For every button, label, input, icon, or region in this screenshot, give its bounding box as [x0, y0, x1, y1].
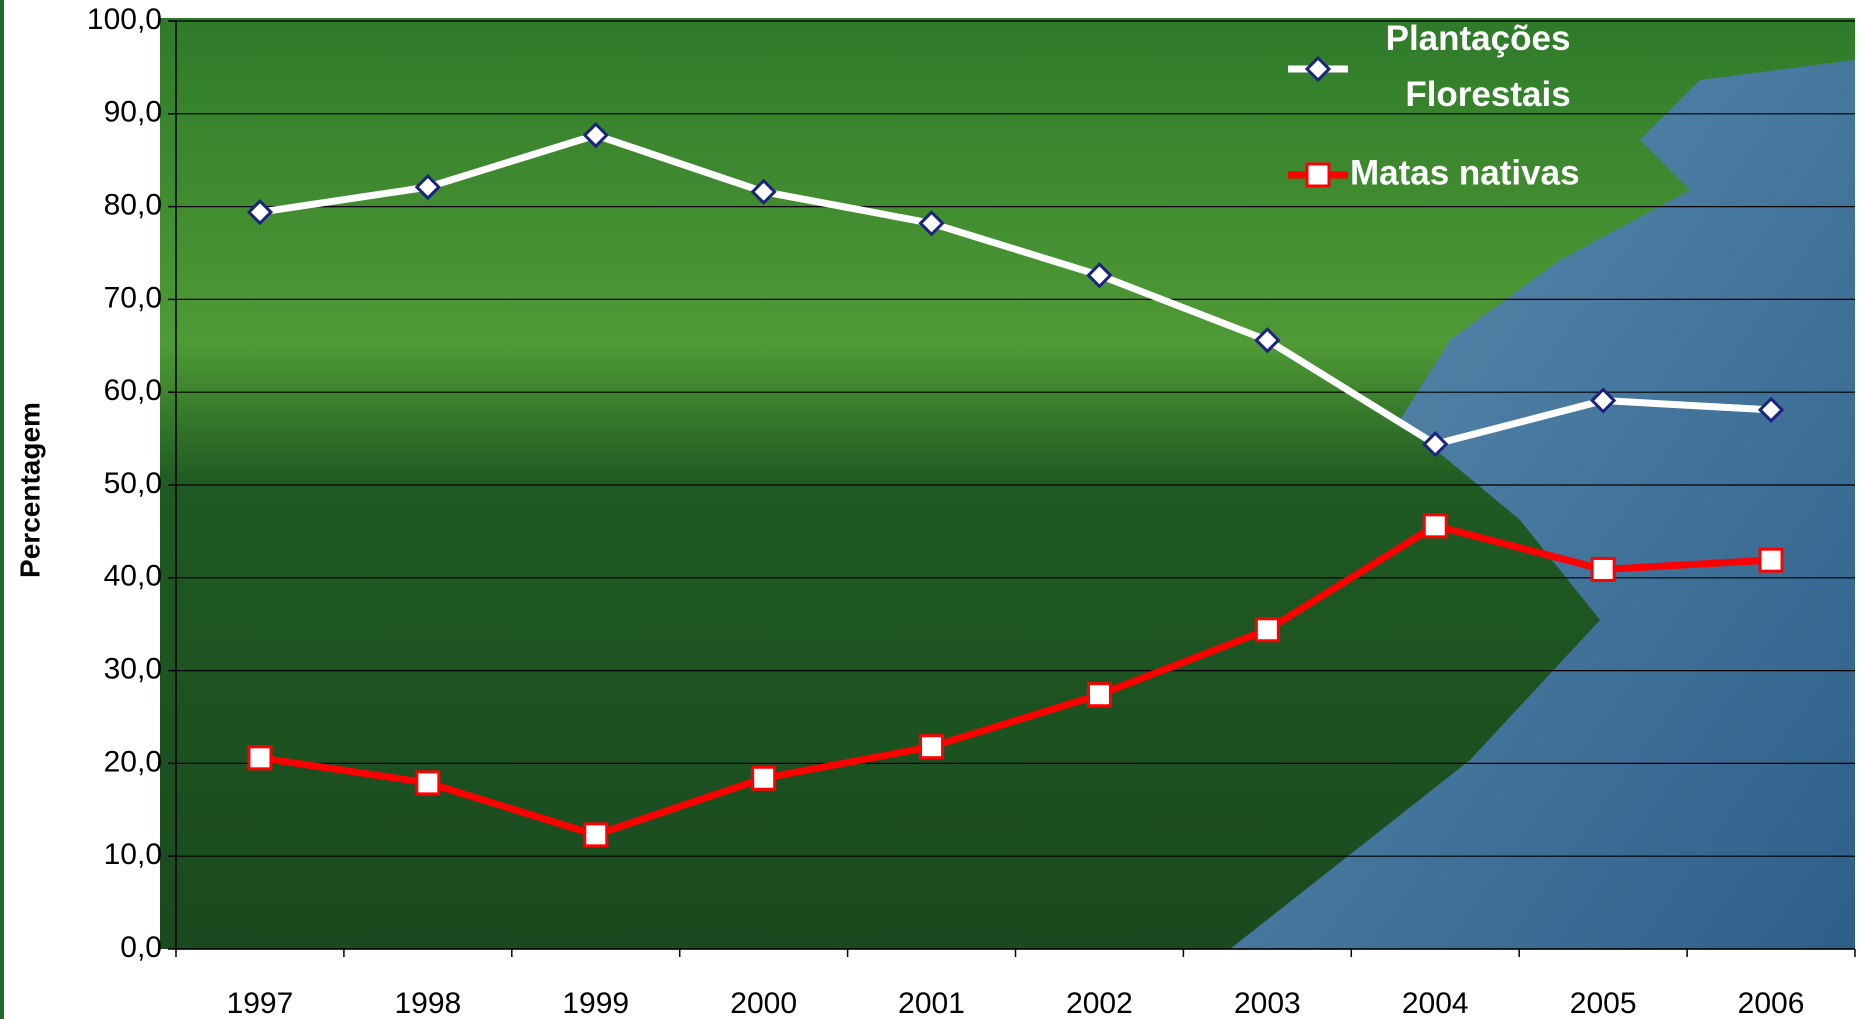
data-point: [918, 210, 945, 237]
y-tick-label: 60,0: [104, 374, 162, 407]
background-water: [1230, 60, 1855, 949]
series-line: [259, 522, 1772, 839]
data-point: [751, 765, 777, 791]
y-tick-label: 100,0: [87, 3, 162, 36]
data-point: [1758, 547, 1784, 573]
y-tick-label: 70,0: [104, 281, 162, 314]
legend-marker: [1304, 55, 1332, 83]
data-point: [246, 199, 274, 226]
data-point: [1757, 396, 1785, 423]
data-point: [1590, 556, 1616, 582]
data-point: [1086, 262, 1113, 289]
x-tick-label: 1999: [562, 987, 629, 1019]
data-point: [1422, 431, 1449, 458]
x-tick-label: 2005: [1570, 987, 1637, 1019]
data-point: [247, 745, 273, 771]
y-tick-label: 20,0: [104, 745, 162, 778]
x-tick-label: 1997: [227, 987, 294, 1019]
x-tick-label: 1998: [394, 987, 461, 1019]
legend-marker: [1305, 162, 1331, 188]
y-axis-label: Percentagem: [14, 402, 45, 578]
data-point: [1422, 513, 1448, 539]
y-tick-label: 90,0: [104, 96, 162, 129]
x-tick-label: 2002: [1066, 987, 1133, 1019]
y-tick-label: 0,0: [120, 931, 162, 964]
data-point: [1254, 327, 1281, 354]
data-point: [1086, 682, 1112, 708]
data-point: [1590, 387, 1617, 414]
y-tick-label: 50,0: [104, 467, 162, 500]
data-point: [415, 770, 441, 796]
data-point: [919, 734, 945, 760]
y-tick-label: 80,0: [104, 189, 162, 222]
x-tick-label: 2004: [1402, 987, 1469, 1019]
series-line: [259, 131, 1772, 448]
x-tick-label: 2003: [1234, 987, 1301, 1019]
data-point: [414, 173, 441, 201]
y-tick-label: 10,0: [104, 838, 162, 871]
data-point: [583, 822, 609, 848]
legend-label: Matas nativas: [1350, 153, 1580, 192]
y-tick-label: 30,0: [104, 653, 162, 686]
data-point: [750, 178, 777, 205]
legend-label: Plantações Florestais: [1386, 19, 1571, 114]
y-tick-label: 40,0: [104, 560, 162, 593]
data-point: [582, 122, 609, 149]
x-tick-label: 2006: [1738, 987, 1805, 1019]
x-tick-label: 2000: [730, 987, 797, 1019]
x-tick-label: 2001: [898, 987, 965, 1019]
data-point: [1254, 617, 1280, 643]
left-border: [0, 0, 4, 1019]
